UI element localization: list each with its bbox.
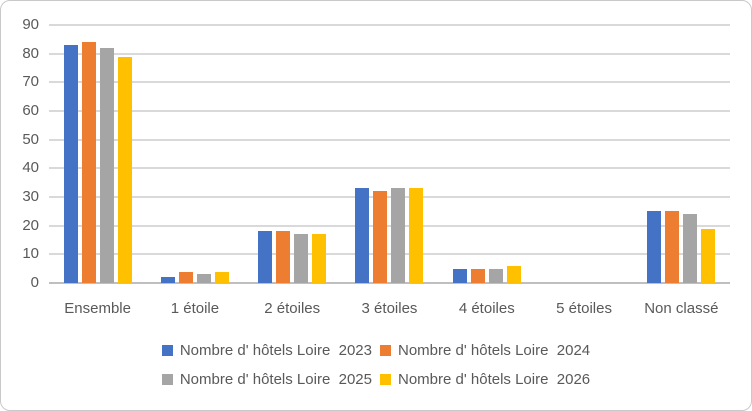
x-category-label-3: 2 étoiles: [264, 300, 321, 317]
gridline-20: [49, 224, 730, 227]
gridline-90: [49, 24, 730, 26]
legend-label: Nombre d' hôtels Loire 2026: [398, 371, 591, 388]
bar-group-5: [438, 25, 535, 283]
bar-2024-category-7: [665, 211, 680, 283]
bar-2025-category-1: [99, 47, 114, 283]
gridline-40: [49, 167, 730, 170]
gridline-30: [49, 196, 730, 198]
x-axis-labels: Ensemble 1 étoile 2 étoiles 3 étoiles 4 étoi…: [49, 300, 730, 317]
bar-2024-category-1: [81, 42, 96, 283]
bar-2024-category-5: [470, 268, 485, 283]
y-tick-label-80: 80: [22, 44, 39, 62]
bar-group-7: [633, 25, 730, 283]
x-category-label-1: Ensemble: [64, 300, 131, 317]
y-tick-label-60: 60: [22, 102, 39, 119]
y-tick-label-70: 70: [22, 73, 39, 91]
bar-group-4: [341, 25, 438, 283]
bar-2023-category-4: [355, 188, 370, 283]
legend-swatch-icon: [161, 345, 173, 356]
bar-2026-category-2: [214, 271, 229, 283]
bar-2024-category-3: [276, 231, 291, 283]
bar-2026-category-7: [701, 228, 716, 283]
x-category-label-5: 4 étoiles: [458, 300, 515, 317]
bar-2025-category-7: [683, 214, 698, 283]
legend-label: Nombre d' hôtels Loire 2024: [398, 342, 591, 359]
y-tick-label-40: 40: [22, 159, 39, 177]
bar-2025-category-3: [294, 234, 309, 283]
legend-item-2025: Nombre d' hôtels Loire 2025: [161, 371, 372, 388]
gridline-70: [49, 81, 730, 84]
bar-2024-category-4: [373, 191, 388, 283]
bar-2026-category-4: [409, 188, 424, 283]
legend-swatch-icon: [380, 345, 391, 356]
y-tick-label-10: 10: [22, 245, 39, 263]
bar-2025-category-5: [488, 268, 503, 283]
x-category-label-2: 1 étoile: [170, 300, 220, 317]
legend-swatch-icon: [380, 374, 391, 385]
bar-2024-category-2: [178, 271, 193, 283]
x-category-label-4: 3 étoiles: [361, 300, 418, 317]
legend-row-2: Nombre d' hôtels Loire 2025 Nombre d' hôt…: [1, 371, 751, 388]
legend-swatch-icon: [161, 374, 173, 385]
bar-group-3: [244, 25, 341, 283]
y-tick-label-50: 50: [22, 130, 39, 148]
y-axis-labels: 0 10 20 30 40 50 60 70 80 90: [1, 16, 39, 291]
y-tick-label-20: 20: [22, 216, 39, 234]
legend-label: Nombre d' hôtels Loire 2023: [179, 342, 372, 359]
legend-row-1: Nombre d' hôtels Loire 2023 Nombre d' hôt…: [1, 342, 751, 359]
bar-2026-category-3: [312, 234, 327, 283]
bar-group-6: [535, 25, 632, 283]
gridline-50: [49, 138, 730, 141]
legend-item-2024: Nombre d' hôtels Loire 2024: [380, 342, 590, 359]
plot-area: [49, 24, 730, 284]
bar-group-1: [49, 25, 146, 283]
x-category-label-7: Non classé: [644, 300, 719, 317]
bar-2025-category-2: [196, 274, 211, 283]
bars-layer: [49, 25, 730, 283]
gridline-60: [49, 110, 730, 112]
gridline-80: [49, 52, 730, 55]
x-category-label-6: 5 étoiles: [556, 300, 612, 317]
bar-2023-category-2: [160, 277, 175, 283]
bar-2023-category-7: [647, 211, 662, 283]
bar-2023-category-3: [258, 231, 273, 283]
y-tick-label-0: 0: [30, 274, 39, 291]
bar-2023-category-5: [452, 268, 467, 283]
bar-2023-category-1: [63, 45, 78, 283]
legend-item-2026: Nombre d' hôtels Loire 2026: [380, 371, 590, 388]
x-axis-line: [49, 282, 730, 284]
legend-label: Nombre d' hôtels Loire 2025: [179, 371, 372, 388]
bar-2026-category-1: [117, 56, 132, 283]
bar-2025-category-4: [391, 188, 406, 283]
gridline-10: [49, 253, 730, 256]
legend-item-2023: Nombre d' hôtels Loire 2023: [161, 342, 372, 359]
y-tick-label-90: 90: [22, 16, 39, 33]
bar-2026-category-5: [506, 265, 521, 283]
bar-group-2: [146, 25, 243, 283]
y-tick-label-30: 30: [22, 188, 39, 205]
